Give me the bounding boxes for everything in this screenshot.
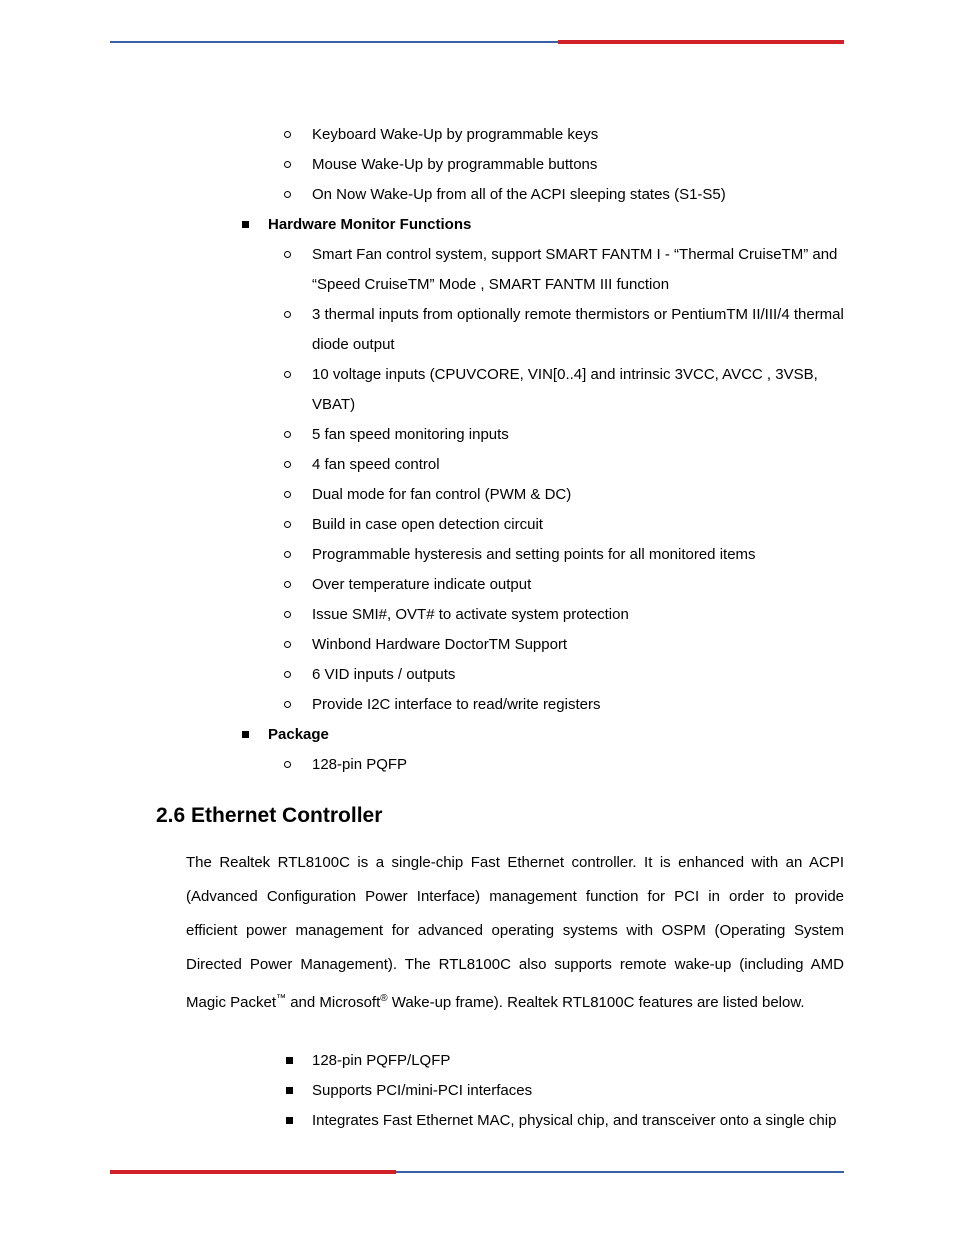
content: Keyboard Wake-Up by programmable keys Mo…	[110, 120, 844, 1136]
package-list: 128-pin PQFP	[110, 750, 844, 780]
top-rule-red	[558, 40, 844, 44]
registered-symbol: ®	[380, 993, 387, 1004]
list-item: 128-pin PQFP/LQFP	[276, 1046, 844, 1076]
list-item: 128-pin PQFP	[276, 750, 844, 780]
bottom-rule-blue	[396, 1171, 844, 1173]
ethernet-list: 128-pin PQFP/LQFP Supports PCI/mini-PCI …	[110, 1046, 844, 1136]
pre-sublist: Keyboard Wake-Up by programmable keys Mo…	[110, 120, 844, 210]
hw-monitor-title: Hardware Monitor Functions	[232, 210, 844, 240]
top-rule	[110, 40, 844, 43]
package-title: Package	[232, 720, 844, 750]
list-item: Build in case open detection circuit	[276, 510, 844, 540]
para-text: and Microsoft	[286, 994, 380, 1011]
list-item: Smart Fan control system, support SMART …	[276, 240, 844, 300]
list-item: Issue SMI#, OVT# to activate system prot…	[276, 600, 844, 630]
list-item: Keyboard Wake-Up by programmable keys	[276, 120, 844, 150]
bottom-rule	[110, 1170, 844, 1173]
list-item: Over temperature indicate output	[276, 570, 844, 600]
para-text: Wake-up frame). Realtek RTL8100C feature…	[388, 994, 805, 1011]
list-item: On Now Wake-Up from all of the ACPI slee…	[276, 180, 844, 210]
list-item: 3 thermal inputs from optionally remote …	[276, 300, 844, 360]
list-item: 6 VID inputs / outputs	[276, 660, 844, 690]
para-text: The Realtek RTL8100C is a single-chip Fa…	[186, 854, 844, 1011]
hw-monitor-list: Smart Fan control system, support SMART …	[110, 240, 844, 720]
list-item: Supports PCI/mini-PCI interfaces	[276, 1076, 844, 1106]
list-item: Dual mode for fan control (PWM & DC)	[276, 480, 844, 510]
trademark-symbol: ™	[276, 993, 286, 1004]
bottom-rule-red	[110, 1170, 396, 1174]
page: Keyboard Wake-Up by programmable keys Mo…	[0, 0, 954, 1235]
list-item: 5 fan speed monitoring inputs	[276, 420, 844, 450]
list-item: Winbond Hardware DoctorTM Support	[276, 630, 844, 660]
list-item: 10 voltage inputs (CPUVCORE, VIN[0..4] a…	[276, 360, 844, 420]
list-item: Mouse Wake-Up by programmable buttons	[276, 150, 844, 180]
list-item: Integrates Fast Ethernet MAC, physical c…	[276, 1106, 844, 1136]
top-rule-blue	[110, 41, 558, 43]
list-item: Provide I2C interface to read/write regi…	[276, 690, 844, 720]
section-heading: 2.6 Ethernet Controller	[156, 804, 844, 828]
list-item: 4 fan speed control	[276, 450, 844, 480]
list-item: Programmable hysteresis and setting poin…	[276, 540, 844, 570]
ethernet-paragraph: The Realtek RTL8100C is a single-chip Fa…	[186, 846, 844, 1020]
